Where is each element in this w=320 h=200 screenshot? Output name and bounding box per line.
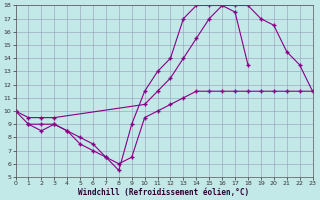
X-axis label: Windchill (Refroidissement éolien,°C): Windchill (Refroidissement éolien,°C) [78, 188, 250, 197]
